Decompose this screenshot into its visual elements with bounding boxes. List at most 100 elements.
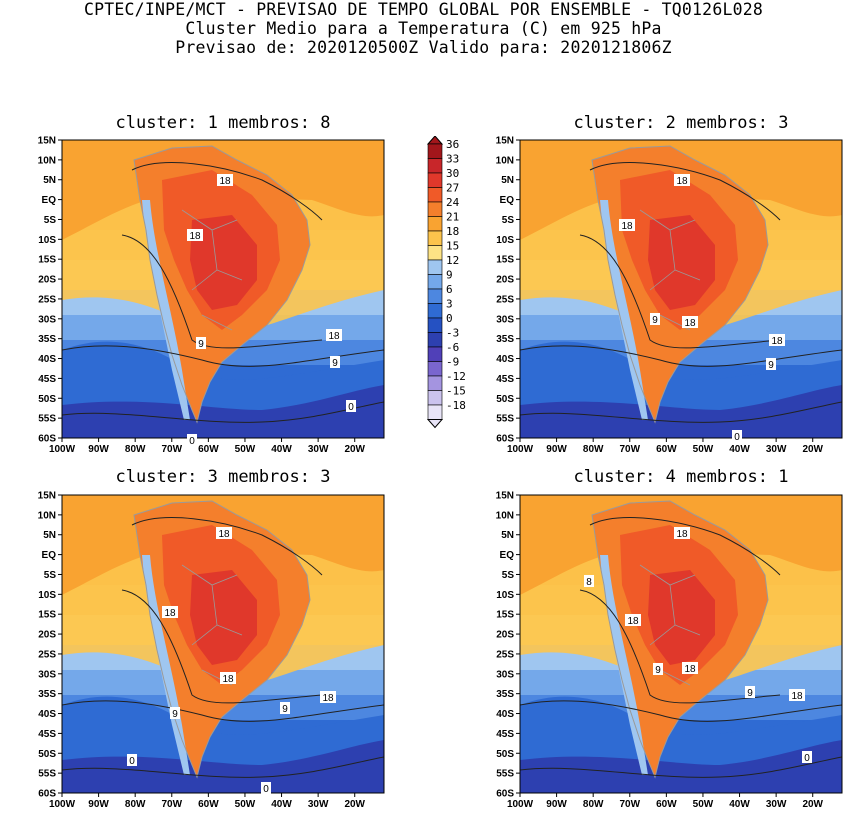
lat-label: 50S (38, 749, 56, 760)
map-frame (61, 139, 385, 439)
colorbar-label: -6 (446, 341, 459, 354)
lat-label: 5N (501, 530, 514, 541)
svg-text:0: 0 (348, 402, 354, 413)
contour-9 (62, 700, 384, 722)
lat-label: 45S (496, 374, 514, 385)
map-panel-cluster-3: 15N 10N 5N EQ 5S 10S 15S 20S 25S 30S 35S 40S 45S 50S 5… (0, 485, 420, 815)
country-borders (181, 564, 243, 686)
lon-label: 50W (235, 799, 256, 810)
lat-label: 60S (38, 789, 56, 800)
svg-text:18: 18 (322, 693, 334, 704)
lat-label: 50S (496, 749, 514, 760)
lat-label: 15N (496, 136, 514, 147)
svg-text:18: 18 (791, 691, 803, 702)
lon-label: 100W (49, 444, 76, 455)
contour-18-south (121, 589, 323, 704)
colorbar-label: 27 (446, 182, 459, 195)
colorbar-bottom-arrow (426, 419, 444, 429)
lon-label: 20W (802, 444, 823, 455)
lat-label: 5N (43, 175, 56, 186)
country-borders (181, 209, 243, 331)
lon-label: 60W (198, 799, 219, 810)
lat-label: 15N (38, 136, 56, 147)
lon-label: 70W (619, 799, 640, 810)
country-borders (639, 564, 701, 686)
coastline (133, 145, 311, 424)
colorbar-swatch (427, 216, 443, 232)
colorbar-swatch (427, 274, 443, 290)
svg-text:18: 18 (684, 318, 696, 329)
map-panel-cluster-4: 15N 10N 5N EQ 5S 10S 15S 20S 25S 30S 35S 40S 45S 50S 5… (458, 485, 847, 815)
lon-label: 30W (766, 444, 787, 455)
panel-title-2: cluster: 2 membros: 3 (573, 113, 789, 133)
contour-18-north (589, 517, 781, 576)
lat-label: 60S (496, 789, 514, 800)
colorbar-label: -3 (446, 327, 459, 340)
svg-text:0: 0 (189, 436, 195, 447)
colorbar-swatch (427, 390, 443, 406)
header-line-2: Cluster Medio para a Temperatura (C) em … (185, 19, 662, 38)
temperature-colorbar: 36 33 30 27 24 21 18 15 12 9 6 3 0 -3 -6 -9 -12 -15 -18 (424, 135, 484, 441)
map-panel-cluster-2: 15N 10N 5N EQ 5S 10S 15S 20S 25S 30S 35S 40S 45S 50S 5… (458, 130, 847, 460)
colorbar-swatch (427, 288, 443, 304)
lat-label: 35S (496, 689, 514, 700)
lat-label: 15S (38, 610, 56, 621)
lon-label: 40W (271, 799, 292, 810)
lon-label: 50W (235, 444, 256, 455)
contour-label: 0 (732, 430, 742, 443)
lat-label: 10S (496, 590, 514, 601)
contour-9 (520, 700, 842, 722)
lon-label: 50W (693, 799, 714, 810)
contour-label: 8 (584, 575, 594, 588)
lat-label: 50S (38, 394, 56, 405)
contour-18-south (579, 234, 781, 349)
contour-label: 9 (745, 686, 755, 699)
lon-label: 80W (125, 799, 146, 810)
lat-label: 55S (496, 414, 514, 425)
lat-label: 25S (496, 294, 514, 305)
svg-text:18: 18 (627, 616, 639, 627)
svg-text:18: 18 (222, 674, 234, 685)
svg-text:9: 9 (747, 688, 753, 699)
lat-label: 30S (496, 314, 514, 325)
lon-label: 60W (656, 799, 677, 810)
svg-text:0: 0 (804, 753, 810, 764)
contour-label: 0 (346, 400, 356, 413)
lat-label: 20S (38, 630, 56, 641)
contour-9 (520, 345, 842, 367)
contour-label: 0 (261, 782, 271, 795)
contour-label: 18 (789, 689, 805, 702)
lon-label: 40W (729, 444, 750, 455)
lat-label: 40S (38, 354, 56, 365)
svg-text:9: 9 (652, 315, 658, 326)
lon-label: 20W (344, 799, 365, 810)
colorbar-label: 36 (446, 138, 459, 151)
lat-label: 5N (501, 175, 514, 186)
panel-title-1: cluster: 1 membros: 8 (115, 113, 331, 133)
svg-text:18: 18 (684, 664, 696, 675)
svg-text:18: 18 (771, 336, 783, 347)
colorbar-swatch (427, 259, 443, 275)
lat-label: 55S (38, 769, 56, 780)
contour-18-north (589, 162, 781, 221)
lon-label: 90W (88, 444, 109, 455)
lat-label: 30S (496, 669, 514, 680)
lat-label: 10N (38, 155, 56, 166)
lat-label: 5S (44, 215, 57, 226)
lat-label: 15N (38, 491, 56, 502)
lat-label: 20S (496, 630, 514, 641)
svg-text:0: 0 (129, 756, 135, 767)
colorbar-swatch (427, 375, 443, 391)
contour-label: 9 (196, 337, 206, 350)
svg-text:9: 9 (282, 704, 288, 715)
contour-18-north (131, 517, 323, 576)
colorbar-swatch (427, 317, 443, 333)
coastline (133, 500, 311, 779)
contour-label: 18 (187, 229, 203, 242)
colorbar-label: 21 (446, 211, 459, 224)
temperature-field (520, 140, 842, 438)
lat-label: 45S (38, 729, 56, 740)
svg-text:18: 18 (676, 529, 688, 540)
colorbar-swatch (427, 143, 443, 159)
svg-text:0: 0 (734, 432, 740, 443)
